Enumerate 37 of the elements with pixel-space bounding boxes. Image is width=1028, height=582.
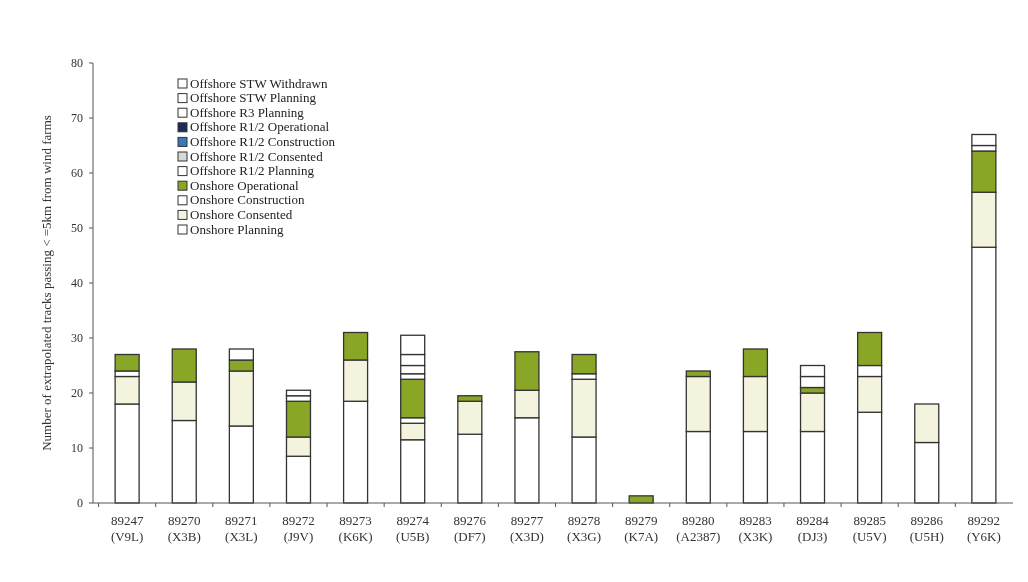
y-tick-label: 30	[71, 331, 83, 346]
y-tick-label: 20	[71, 386, 83, 401]
y-tick-label: 10	[71, 441, 83, 456]
x-tick-label: 89280 (A2387)	[676, 513, 721, 544]
x-tick-label: 89279 (K7A)	[624, 513, 659, 544]
legend-label: Onshore Operational	[190, 177, 300, 193]
x-tick-label: 89283 (X3K)	[738, 513, 773, 544]
y-tick-label: 80	[71, 56, 83, 71]
y-tick-label: 0	[77, 496, 83, 511]
y-axis-title: Number of extrapolated tracks passing < =5km from wind farms	[39, 115, 54, 451]
x-tick-label: 89273 (K6K)	[338, 513, 373, 544]
legend-label: Offshore R1/2 Planning	[190, 163, 315, 179]
x-tick-label: 89274 (U5B)	[396, 513, 430, 544]
x-tick-label: 89292 (Y6K)	[966, 513, 1001, 544]
legend-label: Offshore STW Planning	[190, 90, 317, 106]
x-tick-label: 89271 (X3L)	[225, 513, 258, 544]
x-tick-label: 89276 (DF7)	[453, 513, 487, 544]
x-tick-label: 89284 (DJ3)	[796, 513, 830, 544]
legend-label: Offshore R1/2 Operational	[190, 119, 330, 135]
y-tick-label: 60	[71, 166, 83, 181]
legend-label: Offshore R1/2 Consented	[190, 148, 324, 164]
x-tick-label: 89286 (U5H)	[909, 513, 944, 544]
legend-label: Onshore Consented	[190, 206, 293, 222]
legend-label: Offshore R1/2 Construction	[190, 133, 336, 149]
y-tick-label: 40	[71, 276, 83, 291]
x-tick-label: 89272 (J9V)	[282, 513, 315, 544]
x-tick-label: 89285 (U5V)	[852, 513, 887, 544]
y-tick-label: 70	[71, 111, 83, 126]
x-tick-label: 89247 (V9L)	[110, 513, 144, 544]
legend-label: Onshore Planning	[190, 221, 285, 237]
x-tick-label: 89278 (X3G)	[567, 513, 602, 544]
x-tick-label: 89277 (X3D)	[509, 513, 544, 544]
legend-label: Onshore Construction	[190, 192, 305, 208]
legend-label: Offshore R3 Planning	[190, 104, 305, 120]
legend-label: Offshore STW Withdrawn	[190, 75, 328, 91]
x-tick-label: 89270 (X3B)	[167, 513, 201, 544]
y-tick-label: 50	[71, 221, 83, 236]
